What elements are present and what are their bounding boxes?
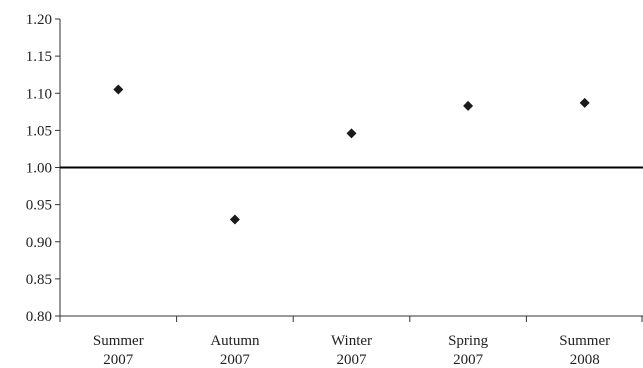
x-tick-label-line: Summer xyxy=(559,333,610,349)
data-point-marker xyxy=(113,84,124,95)
data-point-marker xyxy=(346,128,357,139)
x-tick-label-line: 2007 xyxy=(103,352,134,368)
y-tick-label: 0.85 xyxy=(26,272,52,288)
x-tick-label-line: 2007 xyxy=(220,352,251,368)
y-tick-label: 0.80 xyxy=(26,309,52,325)
y-tick-label: 1.10 xyxy=(26,86,52,102)
x-tick-label-line: Summer xyxy=(93,333,144,349)
x-tick-label-line: Autumn xyxy=(210,333,260,349)
data-point-marker xyxy=(463,100,474,111)
y-axis: 0.80 0.85 0.90 0.95 1.00 1.05 1.10 1.15 1.20 xyxy=(26,12,61,325)
data-point-marker xyxy=(229,214,240,225)
y-tick-label: 0.90 xyxy=(26,235,52,251)
data-point-marker xyxy=(579,97,590,108)
data-points xyxy=(113,84,590,225)
x-tick-label-line: 2008 xyxy=(570,352,600,368)
x-tick-label-line: 2007 xyxy=(337,352,368,368)
y-tick-label: 1.20 xyxy=(26,12,52,28)
x-tick-label: Spring 2007 xyxy=(448,333,489,368)
y-tick-label: 1.05 xyxy=(26,123,52,139)
x-axis: Summer 2007 Autumn 2007 Winter 2007 Spring 2007… xyxy=(59,315,643,368)
x-tick-label: Winter 2007 xyxy=(331,333,372,368)
x-tick-label-line: 2007 xyxy=(453,352,484,368)
x-tick-label: Autumn 2007 xyxy=(210,333,260,368)
y-tick-label: 0.95 xyxy=(26,198,52,214)
x-tick-label-line: Winter xyxy=(331,333,372,349)
x-tick-label: Summer 2008 xyxy=(559,333,610,368)
y-tick-label: 1.15 xyxy=(26,49,52,65)
y-tick-label: 1.00 xyxy=(26,161,52,177)
x-tick-label-line: Spring xyxy=(448,333,489,349)
x-tick-label: Summer 2007 xyxy=(93,333,144,368)
